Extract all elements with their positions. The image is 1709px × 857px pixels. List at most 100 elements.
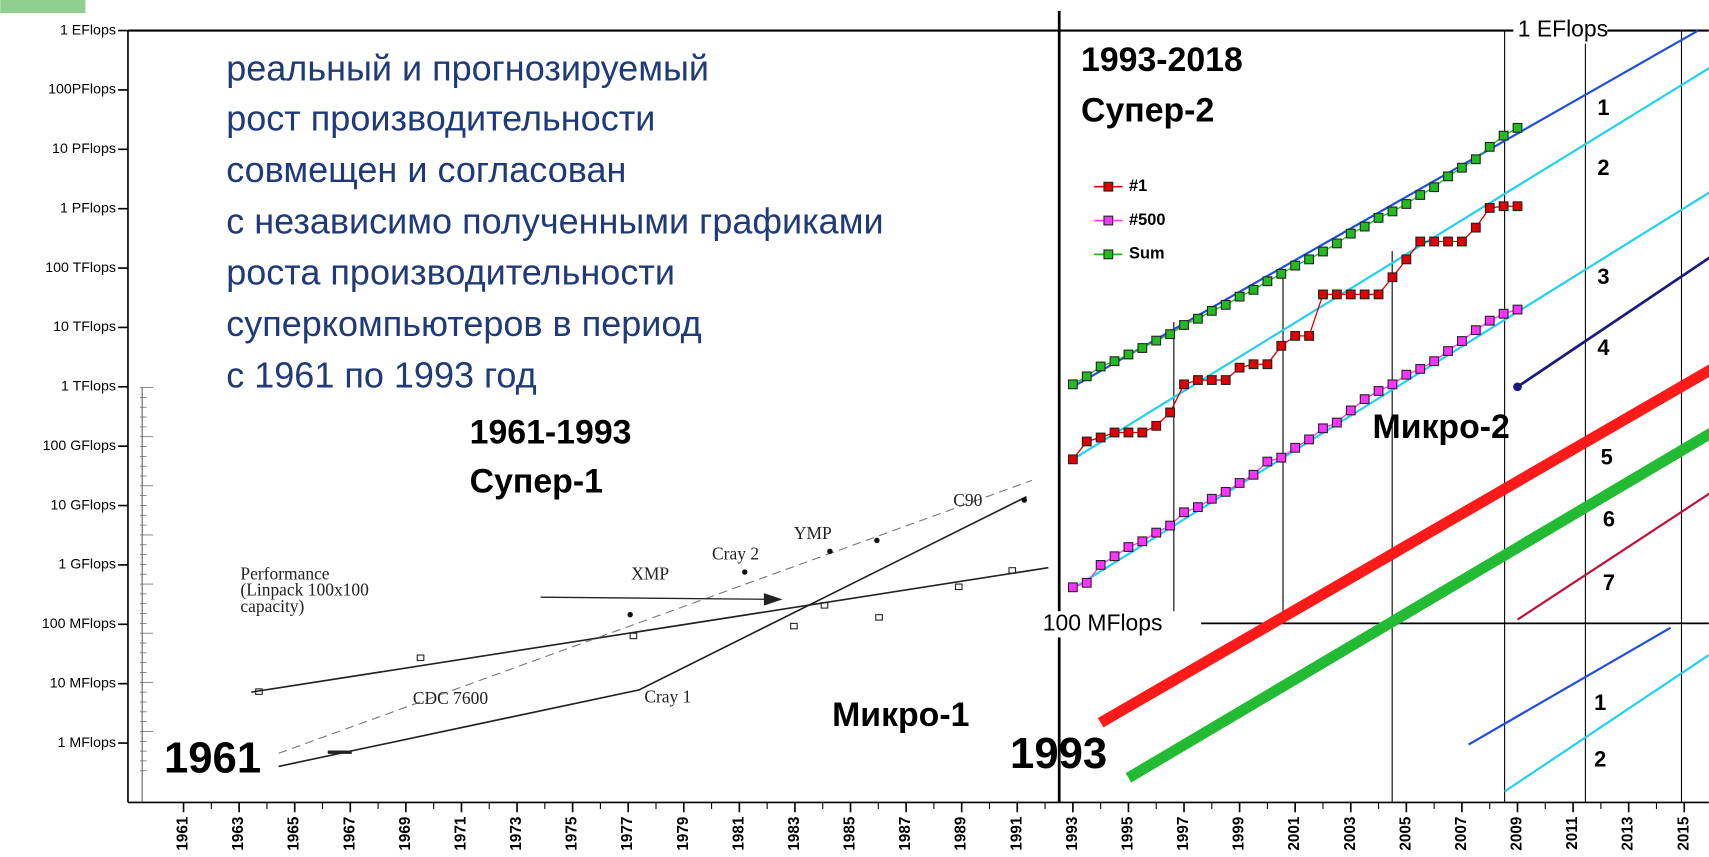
marker — [1443, 236, 1453, 247]
marker — [1304, 434, 1314, 445]
marker — [1123, 542, 1134, 552]
x-tick-label: 1993 — [1064, 817, 1081, 851]
lower-line — [1504, 654, 1709, 793]
marker — [1165, 520, 1176, 531]
x-tick-label: 1967 — [341, 817, 358, 851]
marker — [1179, 507, 1189, 518]
y-tick-label: 10 TFlops — [53, 319, 116, 335]
marker — [1359, 221, 1370, 232]
marker — [1248, 284, 1259, 295]
marker — [1262, 276, 1273, 287]
marker — [1067, 379, 1078, 390]
start-label: 1961 — [164, 733, 261, 782]
marker — [1457, 236, 1467, 247]
x-tick-label: 1975 — [564, 816, 581, 850]
corner-decor — [0, 0, 86, 14]
marker — [1443, 346, 1453, 356]
x-tick-label: 1981 — [730, 816, 747, 850]
marker — [1137, 536, 1148, 547]
period-label: Супер-1 — [470, 463, 603, 501]
x-tick-label: 2003 — [1342, 817, 1359, 851]
period-label: 1993-2018 — [1081, 41, 1243, 79]
y-tick-label: 100 TFlops — [45, 260, 116, 276]
x-tick-label: 2009 — [1509, 817, 1526, 851]
marker — [1470, 325, 1481, 336]
machine-label: Cray 1 — [644, 687, 691, 707]
marker — [1345, 289, 1356, 300]
marker — [1345, 405, 1356, 416]
trend-line — [1516, 256, 1709, 388]
x-tick-label: 2005 — [1397, 816, 1414, 850]
x-tick-label: 1995 — [1119, 816, 1136, 850]
marker — [1443, 171, 1453, 182]
marker — [1067, 582, 1078, 593]
marker — [1484, 203, 1495, 213]
marker — [1498, 308, 1509, 319]
x-tick-label: 2007 — [1453, 817, 1470, 851]
trend-line — [1072, 29, 1699, 388]
marker — [1498, 130, 1509, 141]
marker — [1318, 289, 1328, 300]
marker — [1304, 254, 1314, 265]
marker — [1109, 551, 1120, 562]
legend-label: #1 — [1129, 177, 1147, 195]
x-tick-label: 1961 — [175, 816, 192, 850]
marker — [1470, 222, 1481, 233]
marker — [1081, 577, 1092, 588]
marker — [1123, 427, 1134, 438]
marker — [1457, 336, 1467, 346]
machine-label: C90 — [953, 490, 982, 510]
note: совмещен и согласован — [226, 149, 626, 190]
micro-label: Микро-2 — [1373, 408, 1510, 446]
marker — [1165, 407, 1176, 418]
y-tick-label: 1 GFlops — [58, 557, 116, 573]
marker — [1331, 238, 1342, 249]
marker — [1095, 560, 1106, 570]
machine-label: Cray 2 — [712, 544, 759, 564]
marker — [1276, 452, 1287, 463]
lower-label: 1 — [1594, 690, 1606, 715]
marker — [1415, 190, 1426, 200]
x-tick-label: 1971 — [452, 816, 469, 850]
marker — [1137, 427, 1148, 438]
trend-label: 4 — [1597, 335, 1610, 360]
x-tick-label: 1965 — [286, 816, 303, 850]
old-label: capacity) — [240, 596, 304, 616]
marker — [1359, 394, 1370, 405]
y-tick-label: 100PFlops — [48, 82, 116, 98]
trend-label: 5 — [1601, 444, 1613, 469]
trend-label: 3 — [1597, 264, 1609, 289]
x-tick-label: 1977 — [619, 817, 636, 851]
x-tick-label: 1983 — [786, 817, 803, 851]
x-tick-label: 1989 — [953, 817, 970, 851]
trend-label: 6 — [1603, 507, 1615, 532]
marker — [1179, 320, 1189, 330]
marker — [1290, 442, 1301, 453]
marker — [1512, 201, 1523, 212]
y-tick-label: 100 MFlops — [42, 616, 116, 632]
x-tick-label: 2015 — [1675, 816, 1692, 850]
y-tick-label: 10 MFlops — [50, 675, 116, 691]
old-label: (Linpack 100x100 — [240, 580, 369, 600]
note: суперкомпьютеров в период — [226, 303, 701, 344]
x-tick-label: 1997 — [1175, 817, 1192, 851]
marker — [1484, 141, 1495, 152]
start-label: 1993 — [1010, 729, 1107, 778]
marker — [1165, 329, 1176, 340]
y-tick-label: 1 EFlops — [60, 22, 116, 38]
marker — [1512, 304, 1523, 315]
x-tick-label: 1987 — [897, 817, 914, 851]
marker — [1304, 330, 1314, 341]
trend-line — [1072, 191, 1709, 590]
legend-marker — [1103, 181, 1114, 192]
legend-marker — [1103, 215, 1114, 226]
marker — [1109, 356, 1120, 367]
marker — [1206, 493, 1217, 504]
marker — [1151, 335, 1162, 346]
marker — [1387, 206, 1398, 217]
machine-label: CDC 7600 — [413, 688, 488, 708]
y-tick-label: 1 MFlops — [58, 735, 116, 751]
marker — [1331, 289, 1342, 300]
marker — [1318, 423, 1328, 434]
note: реальный и прогнозируемый — [226, 47, 709, 88]
